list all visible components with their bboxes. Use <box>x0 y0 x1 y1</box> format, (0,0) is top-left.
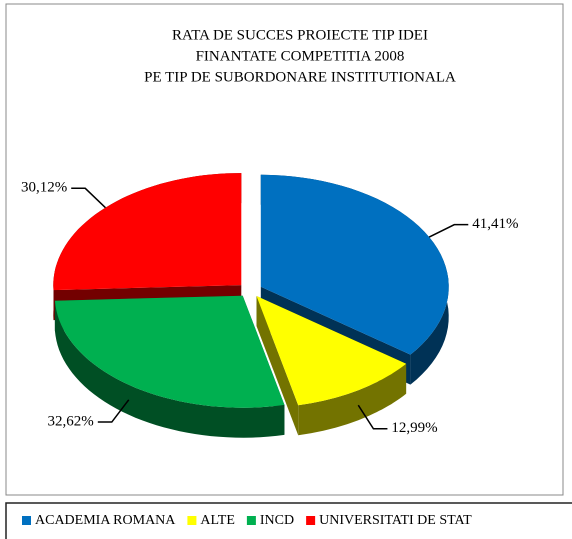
slice <box>260 174 449 355</box>
legend-swatch <box>306 516 316 525</box>
legend-label: INCD <box>260 513 294 528</box>
slice-side <box>256 296 299 436</box>
legend-swatch <box>187 516 197 525</box>
leader-line <box>71 187 106 209</box>
legend-frame <box>5 502 572 539</box>
slice <box>53 173 242 291</box>
leader-line <box>428 223 469 238</box>
slice <box>256 296 407 406</box>
slice-side <box>54 300 285 438</box>
legend-label: ACADEMIA ROMANA <box>35 513 176 528</box>
chart-title: PE TIP DE SUBORDONARE INSTITUTIONALA <box>144 69 456 85</box>
leader-line <box>97 399 130 423</box>
leader-line <box>357 404 388 430</box>
legend-label: ALTE <box>200 513 234 528</box>
legend-label: UNIVERSITATI DE STAT <box>319 513 472 528</box>
slice-side <box>298 363 407 436</box>
chart-title: RATA DE SUCCES PROIECTE TIP IDEI <box>172 27 428 43</box>
data-label: 30,12% <box>21 180 67 196</box>
data-label: 41,41% <box>472 216 518 232</box>
legend-swatch <box>246 516 256 525</box>
data-label: 32,62% <box>48 413 94 429</box>
data-label: 12,99% <box>391 420 437 436</box>
legend-swatch <box>22 516 31 525</box>
slice <box>54 295 285 408</box>
chart-title: FINANTATE COMPETITIA 2008 <box>196 48 405 64</box>
